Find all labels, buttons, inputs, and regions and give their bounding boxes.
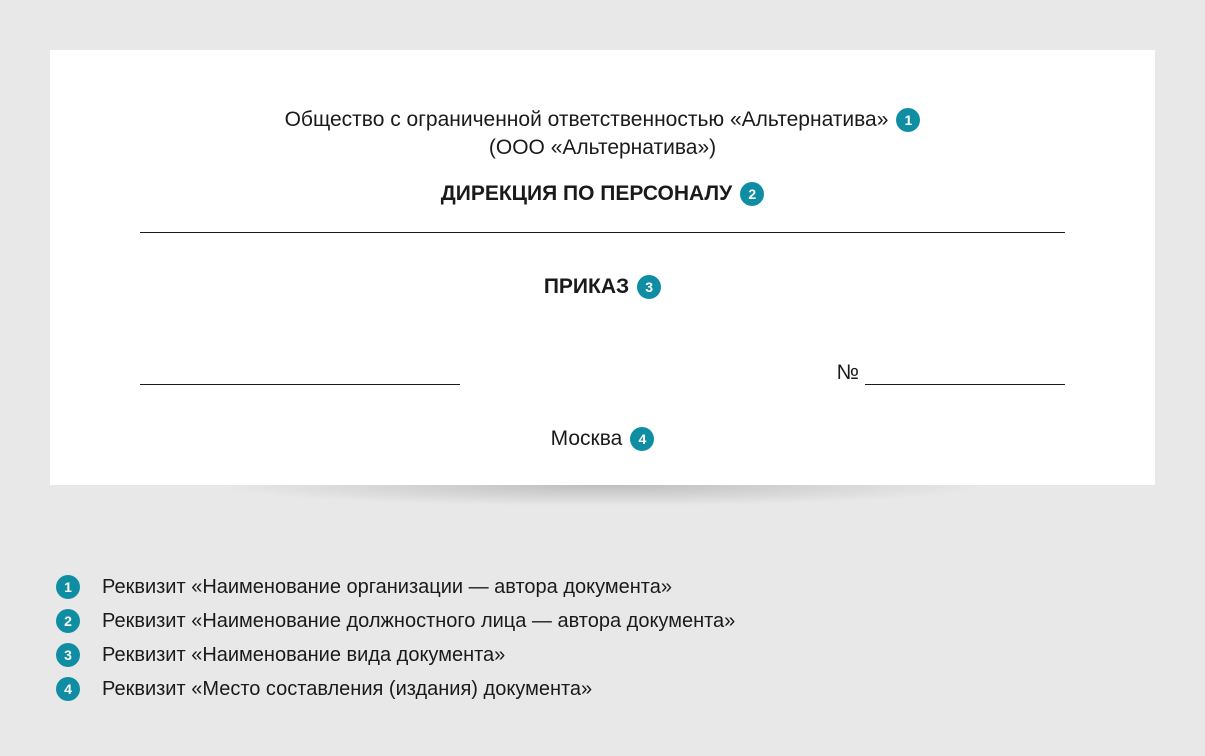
legend-row-2: 2 Реквизит «Наименование должностного ли…: [50, 609, 1155, 633]
registration-row: №: [140, 359, 1065, 385]
badge-2-icon: 2: [740, 182, 764, 206]
legend-row-4: 4 Реквизит «Место составления (издания) …: [50, 677, 1155, 701]
legend-row-3: 3 Реквизит «Наименование вида документа»: [50, 643, 1155, 667]
doc-type-line: ПРИКАЗ 3: [140, 275, 1065, 299]
number-label: №: [836, 361, 859, 385]
badge-3-icon: 3: [637, 275, 661, 299]
legend-text-2: Реквизит «Наименование должностного лица…: [102, 610, 735, 633]
legend-text-4: Реквизит «Место составления (издания) до…: [102, 678, 592, 701]
legend: 1 Реквизит «Наименование организации — а…: [50, 575, 1155, 711]
place-name: Москва: [551, 427, 623, 451]
place-line: Москва 4: [140, 427, 1065, 451]
org-full-line: Общество с ограниченной ответственностью…: [140, 108, 1065, 132]
badge-4-icon: 4: [630, 427, 654, 451]
doc-type-name: ПРИКАЗ: [544, 275, 629, 299]
org-short-line: (ООО «Альтернатива»): [140, 136, 1065, 160]
legend-badge-4-icon: 4: [56, 677, 80, 701]
badge-1-icon: 1: [896, 108, 920, 132]
org-full-name: Общество с ограниченной ответственностью…: [285, 108, 889, 132]
number-field: [865, 359, 1065, 385]
division-line: ДИРЕКЦИЯ ПО ПЕРСОНАЛУ 2: [140, 182, 1065, 206]
org-short-name: (ООО «Альтернатива»): [489, 136, 716, 160]
legend-text-1: Реквизит «Наименование организации — авт…: [102, 576, 672, 599]
division-name: ДИРЕКЦИЯ ПО ПЕРСОНАЛУ: [441, 182, 732, 206]
card-shadow: [50, 485, 1155, 515]
legend-text-3: Реквизит «Наименование вида документа»: [102, 644, 505, 667]
number-group: №: [836, 359, 1065, 385]
legend-badge-2-icon: 2: [56, 609, 80, 633]
divider-rule: [140, 232, 1065, 233]
date-field: [140, 359, 460, 385]
legend-badge-1-icon: 1: [56, 575, 80, 599]
document-card: Общество с ограниченной ответственностью…: [50, 50, 1155, 485]
legend-row-1: 1 Реквизит «Наименование организации — а…: [50, 575, 1155, 599]
legend-badge-3-icon: 3: [56, 643, 80, 667]
